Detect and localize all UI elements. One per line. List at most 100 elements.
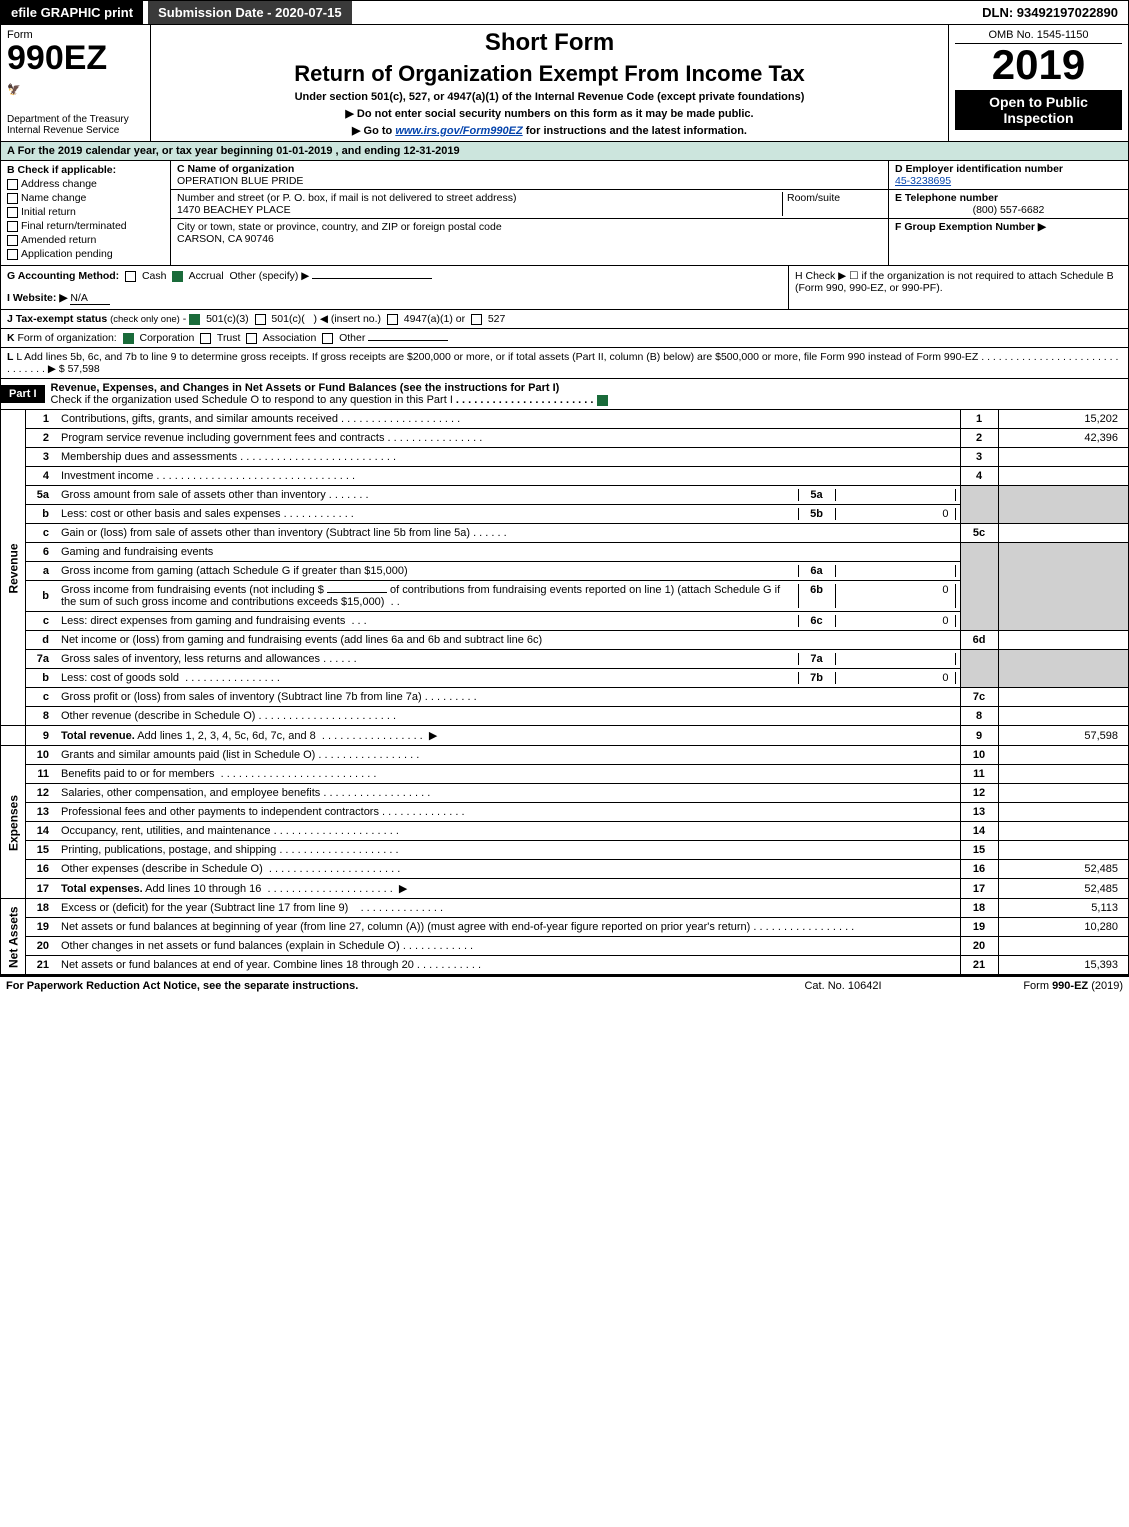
line-6d-text: Net income or (loss) from gaming and fun… (57, 631, 960, 650)
line-20-text: Other changes in net assets or fund bala… (57, 937, 960, 956)
street-value: 1470 BEACHEY PLACE (177, 204, 291, 216)
c-label: C Name of organization (177, 163, 294, 175)
line-20-amt (998, 937, 1128, 956)
check-schedule-o[interactable] (597, 395, 608, 406)
line-5c-amt (998, 524, 1128, 543)
g-section: G Accounting Method: Cash Accrual Other … (1, 266, 788, 309)
dln-number: DLN: 93492197022890 (972, 1, 1128, 24)
line-6c-text: Less: direct expenses from gaming and fu… (57, 612, 960, 631)
side-netassets: Net Assets (1, 899, 25, 975)
city-value: CARSON, CA 90746 (177, 233, 274, 245)
f-label: F Group Exemption Number ▶ (895, 221, 1046, 233)
line-8-amt (998, 707, 1128, 726)
check-final-return[interactable]: Final return/terminated (7, 220, 164, 232)
check-accrual[interactable] (172, 271, 183, 282)
line-11-text: Benefits paid to or for members . . . . … (57, 765, 960, 784)
line-6-text: Gaming and fundraising events (57, 543, 960, 562)
line-14-amt (998, 822, 1128, 841)
footer-mid: Cat. No. 10642I (743, 980, 943, 992)
l-amount: ▶ $ 57,598 (48, 363, 100, 375)
line-17-text: Total expenses. Add lines 10 through 16 … (57, 879, 960, 899)
line-16-amt: 52,485 (998, 860, 1128, 879)
check-cash[interactable] (125, 271, 136, 282)
line-2-amt: 42,396 (998, 429, 1128, 448)
line-8-text: Other revenue (describe in Schedule O) .… (57, 707, 960, 726)
warn-line: ▶ Do not enter social security numbers o… (157, 107, 942, 120)
line-13-text: Professional fees and other payments to … (57, 803, 960, 822)
website-value: N/A (70, 292, 110, 305)
line-17-amt: 52,485 (998, 879, 1128, 899)
efile-print-label[interactable]: efile GRAPHIC print (1, 1, 143, 24)
phone-value: (800) 557-6682 (895, 204, 1122, 216)
check-trust[interactable] (200, 333, 211, 344)
check-name-change[interactable]: Name change (7, 192, 164, 204)
line-18-text: Excess or (deficit) for the year (Subtra… (57, 899, 960, 918)
check-527[interactable] (471, 314, 482, 325)
submission-date: Submission Date - 2020-07-15 (148, 1, 352, 24)
line-2-text: Program service revenue including govern… (57, 429, 960, 448)
street-label: Number and street (or P. O. box, if mail… (177, 192, 516, 204)
line-7c-text: Gross profit or (loss) from sales of inv… (57, 688, 960, 707)
lines-table: Revenue 1 Contributions, gifts, grants, … (1, 410, 1128, 975)
line-5b-text: Less: cost or other basis and sales expe… (57, 505, 960, 524)
part1-label: Part I (1, 385, 45, 403)
org-block: B Check if applicable: Address change Na… (1, 161, 1128, 266)
other-specify-line[interactable] (312, 278, 432, 279)
check-b-column: B Check if applicable: Address change Na… (1, 161, 171, 265)
line-12-text: Salaries, other compensation, and employ… (57, 784, 960, 803)
irs-link[interactable]: www.irs.gov/Form990EZ (395, 125, 522, 137)
ein-column: D Employer identification number 45-3238… (888, 161, 1128, 265)
line-1-amt: 15,202 (998, 410, 1128, 429)
line-13-amt (998, 803, 1128, 822)
check-501c3[interactable] (189, 314, 200, 325)
e-label: E Telephone number (895, 192, 998, 204)
header-right: OMB No. 1545-1150 2019 Open to Public In… (948, 25, 1128, 141)
line-7b-text: Less: cost of goods sold . . . . . . . .… (57, 669, 960, 688)
check-corporation[interactable] (123, 333, 134, 344)
footer-right: Form 990-EZ (2019) (943, 980, 1123, 992)
d-label: D Employer identification number (895, 163, 1063, 175)
g-label: G Accounting Method: (7, 270, 119, 282)
check-application-pending[interactable]: Application pending (7, 248, 164, 260)
short-form-title: Short Form (157, 29, 942, 57)
check-501c[interactable] (255, 314, 266, 325)
check-amended-return[interactable]: Amended return (7, 234, 164, 246)
period-row: A For the 2019 calendar year, or tax yea… (1, 142, 1128, 161)
ein-value[interactable]: 45-3238695 (895, 175, 951, 187)
header-center: Short Form Return of Organization Exempt… (151, 25, 948, 141)
line-10-amt (998, 746, 1128, 765)
line-21-amt: 15,393 (998, 956, 1128, 975)
form-header: Form 990EZ 🦅 Department of the Treasury … (1, 25, 1128, 142)
line-21-text: Net assets or fund balances at end of ye… (57, 956, 960, 975)
part1-title: Revenue, Expenses, and Changes in Net As… (45, 379, 1128, 409)
line-12-amt (998, 784, 1128, 803)
line-18-amt: 5,113 (998, 899, 1128, 918)
j-row: J Tax-exempt status (check only one) - 5… (1, 310, 1128, 329)
line-10-text: Grants and similar amounts paid (list in… (57, 746, 960, 765)
gh-row: G Accounting Method: Cash Accrual Other … (1, 266, 1128, 310)
return-title: Return of Organization Exempt From Incom… (157, 61, 942, 87)
line-16-text: Other expenses (describe in Schedule O) … (57, 860, 960, 879)
l-row: L L Add lines 5b, 6c, and 7b to line 9 t… (1, 348, 1128, 379)
check-address-change[interactable]: Address change (7, 178, 164, 190)
line-9-text: Total revenue. Add lines 1, 2, 3, 4, 5c,… (57, 726, 960, 746)
line-11-amt (998, 765, 1128, 784)
check-initial-return[interactable]: Initial return (7, 206, 164, 218)
line-3-amt (998, 448, 1128, 467)
line-15-amt (998, 841, 1128, 860)
check-association[interactable] (246, 333, 257, 344)
line-19-amt: 10,280 (998, 918, 1128, 937)
h-section: H Check ▶ ☐ if the organization is not r… (788, 266, 1128, 309)
line-1-text: Contributions, gifts, grants, and simila… (57, 410, 960, 429)
line-19-text: Net assets or fund balances at beginning… (57, 918, 960, 937)
open-public: Open to Public Inspection (955, 90, 1122, 130)
line-6a-text: Gross income from gaming (attach Schedul… (57, 562, 960, 581)
check-other-org[interactable] (322, 333, 333, 344)
check-4947[interactable] (387, 314, 398, 325)
line-15-text: Printing, publications, postage, and shi… (57, 841, 960, 860)
top-bar: efile GRAPHIC print Submission Date - 20… (0, 0, 1129, 25)
footer-left: For Paperwork Reduction Act Notice, see … (6, 980, 743, 992)
i-label: I Website: ▶ (7, 292, 67, 304)
line-4-text: Investment income . . . . . . . . . . . … (57, 467, 960, 486)
line-14-text: Occupancy, rent, utilities, and maintena… (57, 822, 960, 841)
